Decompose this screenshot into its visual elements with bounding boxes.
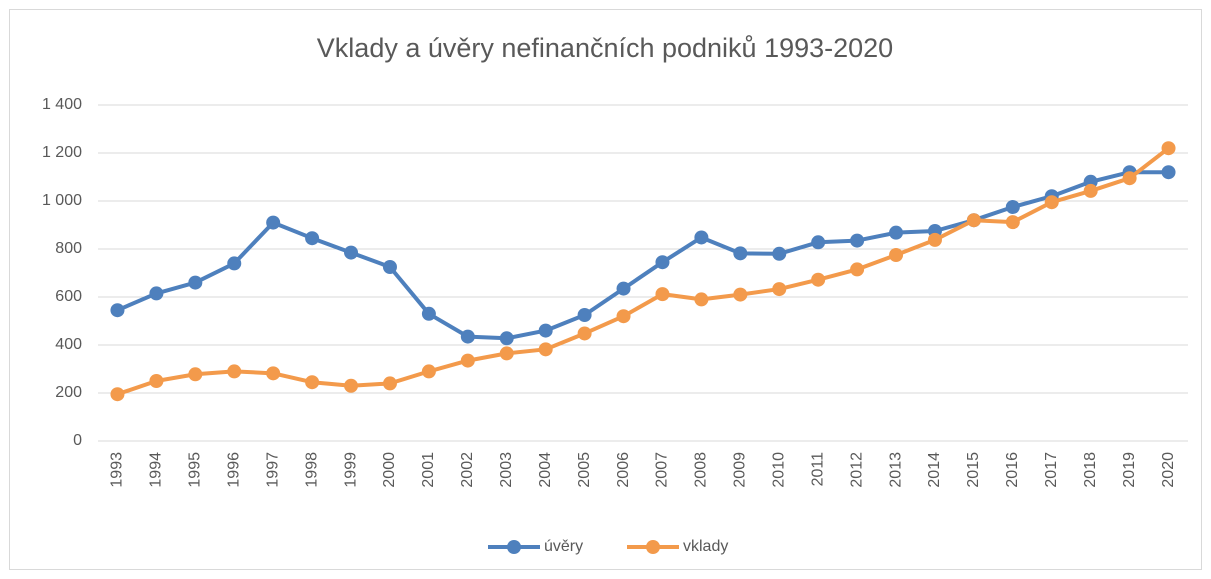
marker xyxy=(499,346,514,361)
marker xyxy=(733,246,748,261)
x-tick-label: 1996 xyxy=(225,452,242,488)
marker xyxy=(616,281,631,296)
y-tick-label: 0 xyxy=(73,432,82,449)
x-tick-label: 2020 xyxy=(1160,452,1177,488)
marker xyxy=(266,366,281,381)
x-tick-label: 2007 xyxy=(654,452,671,488)
x-tick-label: 1999 xyxy=(342,452,359,488)
marker xyxy=(382,376,397,391)
marker xyxy=(772,246,787,261)
marker xyxy=(616,309,631,324)
chart-border xyxy=(9,9,1202,570)
marker xyxy=(110,303,125,318)
x-tick-label: 2005 xyxy=(576,452,593,488)
marker xyxy=(850,233,865,248)
x-tick-label: 2011 xyxy=(809,452,826,487)
marker xyxy=(850,262,865,277)
marker xyxy=(421,364,436,379)
line xyxy=(116,170,1169,341)
x-tick-label: 2013 xyxy=(887,452,904,488)
x-tick-label: 1993 xyxy=(109,452,126,488)
x-tick-label: 2016 xyxy=(1004,452,1021,488)
x-tick-label: 2017 xyxy=(1043,452,1060,488)
marker xyxy=(499,331,514,346)
x-tick-label: 2012 xyxy=(848,452,865,488)
x-tick-label: 2006 xyxy=(615,452,632,488)
line xyxy=(116,146,1170,397)
marker xyxy=(889,248,904,262)
marker xyxy=(188,275,203,290)
marker xyxy=(538,323,553,338)
marker xyxy=(577,326,592,341)
y-tick-label: 800 xyxy=(55,240,82,257)
x-tick-label: 2010 xyxy=(770,452,787,488)
marker xyxy=(149,374,164,388)
y-tick-label: 600 xyxy=(55,288,82,305)
legend-label: vklady xyxy=(683,538,728,555)
marker xyxy=(655,255,670,270)
marker xyxy=(1005,200,1020,214)
x-tick-label: 1998 xyxy=(303,452,320,488)
y-tick-label: 400 xyxy=(55,336,82,353)
marker xyxy=(811,272,826,287)
x-tick-label: 2002 xyxy=(459,452,476,488)
marker xyxy=(655,287,670,302)
x-tick-label: 2003 xyxy=(498,452,515,488)
x-tick-label: 2000 xyxy=(381,452,398,488)
marker xyxy=(927,232,942,247)
marker xyxy=(227,256,242,271)
marker xyxy=(811,235,826,250)
marker xyxy=(1005,215,1020,230)
x-tick-label: 2009 xyxy=(732,452,749,488)
x-tick-label: 1997 xyxy=(264,452,281,488)
marker xyxy=(421,306,436,321)
marker xyxy=(966,213,981,228)
marker xyxy=(538,342,553,357)
x-tick-label: 2014 xyxy=(926,452,943,488)
legend-marker xyxy=(507,540,521,554)
x-tick-label: 2008 xyxy=(693,452,710,488)
y-tick-label: 1 000 xyxy=(42,192,82,209)
x-tick-label: 2019 xyxy=(1121,452,1138,488)
x-tick-label: 1994 xyxy=(148,452,165,488)
x-tick-label: 2018 xyxy=(1082,452,1099,488)
marker xyxy=(1161,165,1176,180)
chart-title: Vklady a úvěry nefinančních podniků 1993… xyxy=(317,33,893,63)
marker xyxy=(460,353,475,368)
marker xyxy=(772,282,787,297)
marker xyxy=(460,329,475,344)
marker xyxy=(305,231,320,246)
y-tick-label: 1 200 xyxy=(42,144,82,161)
marker xyxy=(382,260,397,274)
marker xyxy=(1044,195,1059,210)
y-tick-label: 200 xyxy=(55,384,82,401)
x-tick-label: 2004 xyxy=(537,452,554,488)
y-tick-label: 1 400 xyxy=(42,96,82,113)
marker xyxy=(149,286,164,301)
marker xyxy=(694,292,709,307)
marker xyxy=(577,308,592,322)
marker xyxy=(344,378,359,393)
marker xyxy=(694,230,709,245)
marker xyxy=(1083,183,1098,198)
legend-label: úvěry xyxy=(544,538,583,555)
marker xyxy=(1161,141,1176,156)
marker xyxy=(188,367,203,382)
marker xyxy=(1122,171,1137,186)
x-tick-label: 2001 xyxy=(420,452,437,488)
marker xyxy=(889,225,904,240)
x-tick-label: 1995 xyxy=(187,452,204,488)
marker xyxy=(110,387,125,402)
marker xyxy=(266,215,281,230)
legend-marker xyxy=(646,540,660,554)
marker xyxy=(344,245,359,260)
marker xyxy=(733,287,748,302)
marker xyxy=(305,375,320,390)
x-tick-label: 2015 xyxy=(965,452,982,488)
marker xyxy=(227,364,242,379)
